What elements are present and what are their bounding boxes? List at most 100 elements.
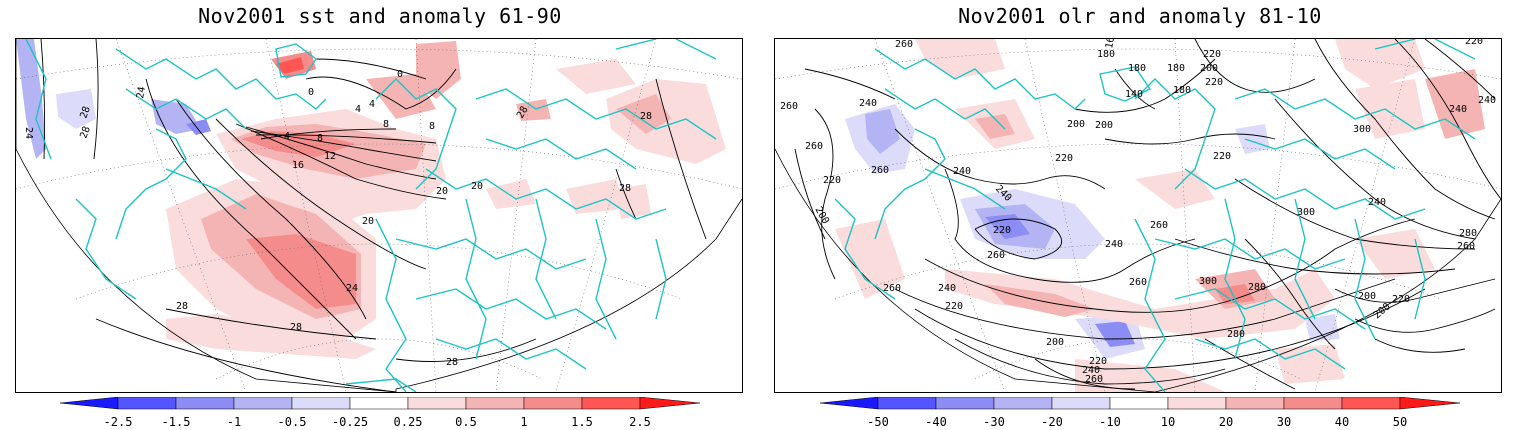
sst-contour-label: 28 [619, 183, 631, 194]
sst-colorbar: -2.5 -1.5 -1 -0.5 -0.25 0.25 0.5 1 1.5 2… [0, 397, 760, 430]
sst-contour-label: 20 [362, 216, 374, 227]
olr-contour-label: 240 [859, 98, 877, 109]
olr-colorbar-label: 40 [1335, 415, 1349, 429]
olr-contour-label: 220 [1213, 151, 1231, 162]
olr-contour-label: 260 [805, 141, 823, 152]
olr-contour-label: 180 [1097, 49, 1115, 60]
olr-contour-label: 180 [1167, 63, 1185, 74]
olr-contour-label: 180 [1173, 85, 1191, 96]
sst-colorbar-label: 1.5 [571, 415, 593, 429]
olr-anomaly-shading [835, 39, 1485, 392]
olr-contour-label: 240 [1368, 197, 1386, 208]
sst-anomaly-shading [16, 39, 726, 359]
olr-projection-edge [775, 148, 1501, 392]
sst-contour-label: 24 [346, 283, 358, 294]
sst-contour-label: 24 [23, 127, 34, 139]
sst-contour-label: 4 [284, 131, 290, 142]
olr-contour-label: 260 [1085, 374, 1103, 385]
olr-contour-label: 260 [883, 283, 901, 294]
sst-contour-label: 28 [446, 357, 458, 368]
sst-colorbar-svg: -2.5 -1.5 -1 -0.5 -0.25 0.25 0.5 1 1.5 2… [59, 397, 701, 429]
olr-contour-label: 200 [1067, 119, 1085, 130]
olr-contour-label: 240 [1105, 239, 1123, 250]
olr-panel: Nov2001 olr and anomaly 81-10 [760, 0, 1520, 430]
olr-contour-label: 260 [780, 101, 798, 112]
sst-contour-label: 0 [308, 87, 314, 98]
sst-contour-label: 12 [324, 151, 336, 162]
olr-contour-label: 260 [895, 39, 913, 50]
olr-contour-label: 280 [1459, 228, 1477, 239]
olr-colorbar-label: -30 [983, 415, 1005, 429]
olr-map: 260 180 160 220 200 180 180 220 220 260 … [774, 38, 1502, 393]
olr-map-svg: 260 180 160 220 200 180 180 220 220 260 … [775, 39, 1501, 392]
sst-map: 24 28 24 28 0 0 4 4 8 8 12 16 20 20 20 2… [15, 38, 743, 393]
sst-projection-edge [16, 39, 742, 392]
olr-contour-label: 220 [1205, 77, 1223, 88]
sst-contour-label: 8 [429, 121, 435, 132]
olr-contour-label: 240 [938, 283, 956, 294]
sst-panel-title: Nov2001 sst and anomaly 61-90 [198, 4, 562, 28]
olr-colorbar-svg: -50 -40 -30 -20 -10 10 20 30 40 50 [819, 397, 1461, 429]
olr-contour-label: 280 [1248, 282, 1266, 293]
sst-contour-label: 4 [369, 99, 375, 110]
olr-contour-label: 200 [1095, 120, 1113, 131]
sst-colorbar-label: -1.5 [162, 415, 191, 429]
sst-colorbar-label: 0.5 [455, 415, 477, 429]
sst-contour-label: 4 [355, 104, 361, 115]
olr-contour-label: 240 [1082, 365, 1100, 376]
sst-contour-label: 28 [78, 105, 92, 120]
sst-colorbar-label: 0.25 [394, 415, 423, 429]
olr-colorbar-label: 30 [1277, 415, 1291, 429]
sst-contour-label: 20 [471, 181, 483, 192]
olr-contour-label: 240 [1478, 95, 1496, 106]
sst-contour-label: 8 [317, 133, 323, 144]
olr-contour-label: 220 [823, 175, 841, 186]
sst-contour-label: 16 [292, 160, 304, 171]
sst-colorbar-label: -1 [227, 415, 241, 429]
olr-panel-title: Nov2001 olr and anomaly 81-10 [958, 4, 1322, 28]
olr-contours [794, 39, 1501, 390]
olr-contour-label: 220 [1465, 39, 1483, 47]
sst-panel: Nov2001 sst and anomaly 61-90 [0, 4, 760, 430]
olr-colorbar-label: 10 [1161, 415, 1175, 429]
olr-contour-label: 300 [1297, 207, 1315, 218]
sst-colorbar-label: -0.5 [278, 415, 307, 429]
sst-contour-label: 28 [78, 125, 92, 140]
olr-contour-label: 260 [1457, 241, 1475, 252]
sst-contour-label: 28 [640, 111, 652, 122]
olr-contour-label: 220 [945, 301, 963, 312]
olr-contour-label: 260 [871, 165, 889, 176]
olr-colorbar-label: -40 [925, 415, 947, 429]
sst-contour-label: 20 [436, 186, 448, 197]
olr-contour-label: 180 [1128, 63, 1146, 74]
olr-contour-label: 300 [1199, 276, 1217, 287]
olr-contour-label: 260 [1129, 277, 1147, 288]
olr-contour-label: 300 [1353, 124, 1371, 135]
olr-contour-label: 200 [1372, 301, 1393, 321]
olr-contour-label: 160 [1104, 39, 1118, 50]
olr-colorbar-label: 20 [1219, 415, 1233, 429]
olr-contour-label: 260 [1150, 220, 1168, 231]
sst-colorbar-label: -2.5 [104, 415, 133, 429]
sst-contour-label: 8 [383, 119, 389, 130]
olr-colorbar: -50 -40 -30 -20 -10 10 20 30 40 50 [760, 397, 1520, 430]
sst-colorbar-label: 2.5 [629, 415, 651, 429]
sst-contour-label: 0 [397, 69, 403, 80]
olr-contour-label: 220 [1203, 49, 1221, 60]
sst-contour-label: 28 [290, 322, 302, 333]
sst-contours [40, 39, 707, 392]
olr-contour-label: 200 [1358, 291, 1376, 302]
olr-contour-label: 260 [987, 250, 1005, 261]
olr-contour-label: 220 [1055, 153, 1073, 164]
olr-colorbar-label: -50 [867, 415, 889, 429]
sst-colorbar-label: 1 [520, 415, 527, 429]
olr-contour-label: 240 [1449, 104, 1467, 115]
olr-contour-label: 200 [1046, 337, 1064, 348]
sst-map-svg: 24 28 24 28 0 0 4 4 8 8 12 16 20 20 20 2… [16, 39, 742, 392]
olr-contour-label: 200 [1200, 63, 1218, 74]
olr-contour-label: 280 [1227, 329, 1245, 340]
olr-contour-label: 240 [953, 166, 971, 177]
olr-coastlines [834, 39, 1476, 392]
olr-contour-label: 220 [1089, 356, 1107, 367]
sst-contour-labels: 24 28 24 28 0 0 4 4 8 8 12 16 20 20 20 2… [23, 69, 652, 368]
